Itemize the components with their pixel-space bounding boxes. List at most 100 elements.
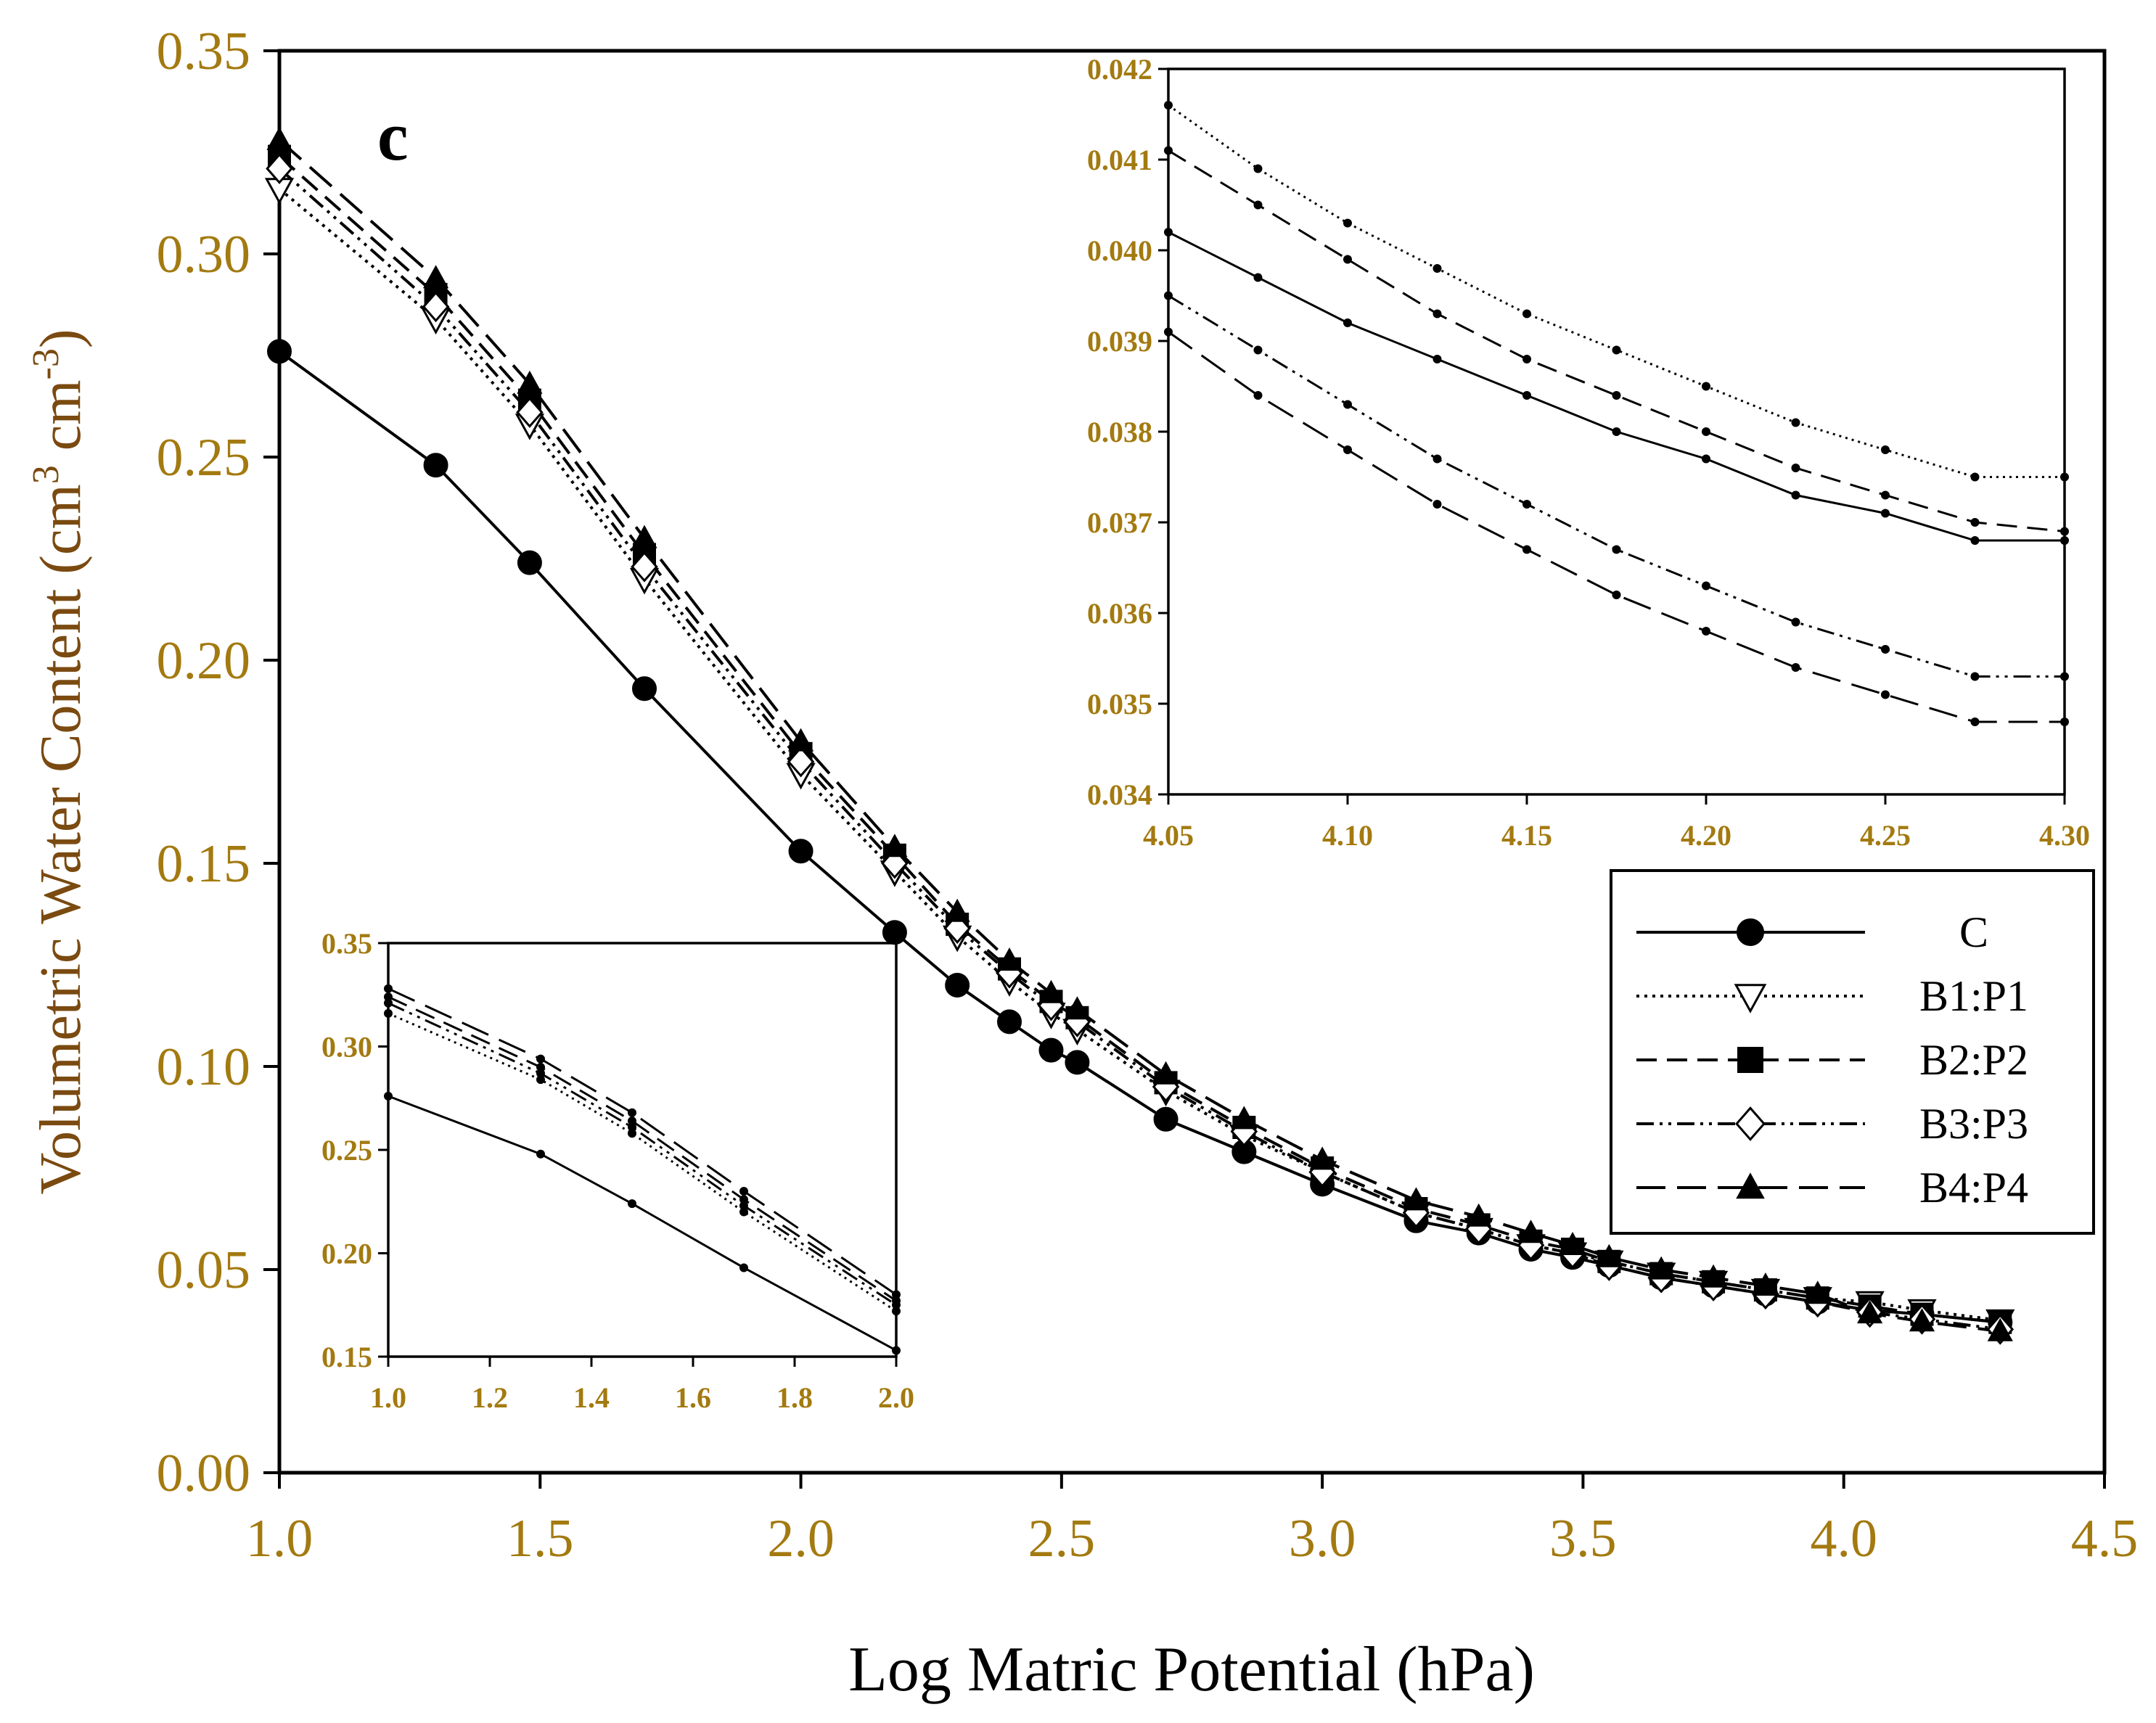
- inset-data-point: [2060, 536, 2069, 545]
- x-tick-label: 1.5: [507, 1509, 574, 1568]
- legend-label: C: [1959, 908, 1988, 956]
- inset-data-point: [739, 1187, 748, 1196]
- plot-frame: [277, 49, 2107, 1475]
- inset-data-point: [1791, 617, 1800, 627]
- data-point: [517, 370, 543, 394]
- inset-series-line: [1168, 331, 2065, 723]
- data-point: [267, 339, 292, 364]
- data-point: [1231, 1106, 1257, 1130]
- x-tick-label: 2.5: [1028, 1509, 1096, 1568]
- inset-data-point: [1432, 264, 1442, 273]
- inset-data-point: [536, 1063, 545, 1072]
- data-point: [1753, 1272, 1779, 1296]
- inset-series-line: [1168, 231, 2065, 542]
- data-point: [423, 453, 448, 478]
- inset-data-point: [1881, 690, 1890, 699]
- x-tick-label: 3.0: [1289, 1509, 1356, 1568]
- data-point: [1152, 1061, 1179, 1085]
- x-tick-label: 3.5: [1549, 1509, 1617, 1568]
- inset-data-point: [1522, 309, 1531, 318]
- inset-series-line: [1168, 149, 2065, 532]
- inset-data-point: [1881, 645, 1890, 654]
- data-point: [1559, 1232, 1586, 1255]
- data-point: [787, 746, 815, 778]
- inset-data-point: [384, 984, 393, 993]
- inset-y-tick-label: 0.15: [321, 1341, 372, 1373]
- data-point: [266, 152, 293, 184]
- inset-data-point: [1612, 345, 1621, 355]
- inset-data-point: [1343, 445, 1352, 454]
- data-point: [882, 920, 907, 945]
- y-tick-label: 0.00: [157, 1444, 251, 1503]
- inset-x-tick-label: 2.0: [878, 1381, 914, 1414]
- inset-data-point: [1702, 427, 1710, 436]
- inset-data-point: [1253, 273, 1263, 282]
- inset-data-point: [536, 1075, 545, 1085]
- inset-data-point: [739, 1263, 748, 1272]
- inset-data-point: [1253, 345, 1263, 355]
- inset-series-line: [388, 1002, 897, 1307]
- data-point: [1648, 1256, 1674, 1280]
- inset-data-point: [536, 1054, 545, 1064]
- inset-data-point: [1970, 536, 1980, 545]
- data-point: [787, 728, 814, 752]
- inset-data-point: [892, 1300, 901, 1309]
- inset-data-point: [1343, 255, 1352, 264]
- legend-marker: [1736, 1172, 1765, 1199]
- data-point: [1909, 1308, 1935, 1332]
- inset-y-tick-label: 0.20: [321, 1238, 372, 1270]
- inset-data-point: [1881, 445, 1890, 454]
- inset-data-point: [1702, 627, 1710, 636]
- data-point: [944, 898, 970, 922]
- inset-data-point: [628, 1117, 636, 1126]
- inset-data-point: [1612, 427, 1621, 436]
- main-series: [264, 126, 2015, 1345]
- inset-data-point: [2060, 472, 2069, 482]
- legend-marker: [1734, 984, 1767, 1013]
- inset-x-tick-label: 4.25: [1860, 819, 1911, 852]
- inset-data-point: [892, 1290, 901, 1299]
- inset-data-point: [384, 1091, 393, 1101]
- inset-data-point: [1702, 454, 1710, 464]
- data-point: [631, 525, 657, 548]
- inset-series-line: [388, 987, 897, 1296]
- inset-y-tick-label: 0.035: [1087, 688, 1152, 720]
- x-tick-label: 4.5: [2071, 1509, 2139, 1568]
- inset-y-tick-label: 0.041: [1087, 144, 1152, 176]
- inset-data-point: [536, 1149, 545, 1159]
- y-tick-label: 0.30: [157, 225, 251, 284]
- inset-data-point: [1164, 291, 1173, 300]
- data-point: [882, 834, 908, 858]
- inset-y-tick-label: 0.35: [321, 927, 372, 960]
- y-axis-title: Volumetric Water Content (cm3 cm-3): [25, 329, 93, 1195]
- inset-data-point: [384, 998, 393, 1008]
- inset-data-point: [1522, 391, 1531, 400]
- inset-data-point: [1791, 490, 1800, 500]
- data-point: [422, 265, 449, 289]
- inset-series-line: [1168, 295, 2065, 678]
- x-tick-label: 2.0: [767, 1509, 835, 1568]
- inset-data-point: [1522, 500, 1531, 509]
- data-point: [1038, 1037, 1064, 1063]
- legend-marker: [1735, 1106, 1766, 1141]
- x-tick-label: 4.0: [1810, 1509, 1877, 1568]
- data-point: [631, 551, 658, 583]
- inset-data-point: [1432, 309, 1442, 318]
- inset-x-tick-label: 1.6: [675, 1381, 711, 1414]
- data-point: [1805, 1280, 1831, 1304]
- inset-data-point: [1343, 218, 1352, 228]
- data-point: [996, 947, 1022, 971]
- inset-data-point: [628, 1108, 636, 1117]
- lower-inset: 1.0 1.2 1.4 1.6 1.8 2.0 0.15 0.20 0.25 0.30 0.35: [321, 927, 914, 1414]
- inset-data-point: [1432, 454, 1442, 464]
- inset-series-line: [388, 995, 897, 1302]
- inset-y-tick-label: 0.30: [321, 1031, 372, 1064]
- x-tick-label: 1.0: [246, 1509, 313, 1568]
- data-point: [1309, 1146, 1335, 1170]
- inset-data-point: [1612, 391, 1621, 400]
- data-point: [516, 396, 544, 428]
- data-point: [788, 839, 813, 864]
- inset-data-point: [1253, 164, 1263, 173]
- inset-x-tick-label: 4.10: [1322, 819, 1373, 852]
- inset-data-point: [1343, 318, 1352, 327]
